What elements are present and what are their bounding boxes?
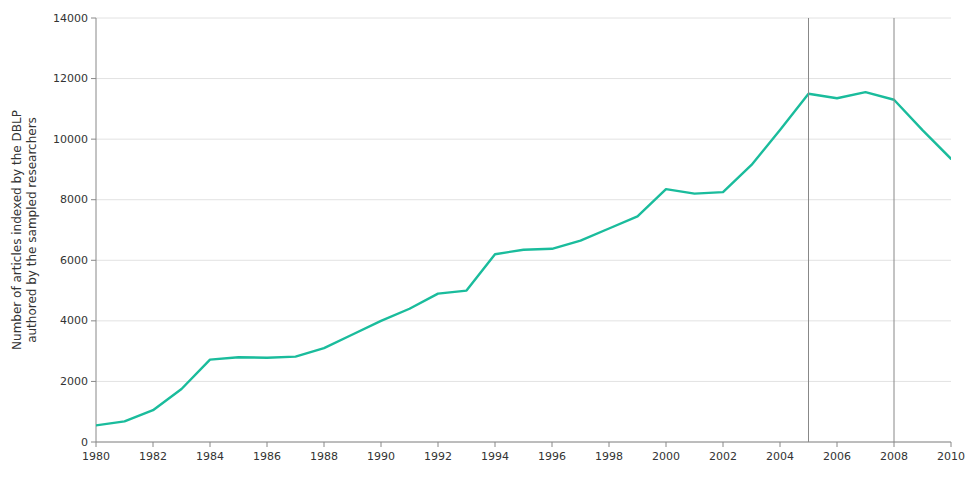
y-tick-label: 0 <box>81 436 88 449</box>
x-tick <box>666 442 667 447</box>
x-tick <box>894 442 895 447</box>
y-tick <box>91 442 96 443</box>
grid-line <box>96 381 951 382</box>
grid-line <box>96 18 951 19</box>
plot-area <box>96 18 951 442</box>
y-tick <box>91 78 96 79</box>
y-tick <box>91 381 96 382</box>
x-tick-label: 2002 <box>709 450 737 463</box>
x-tick-label: 1998 <box>595 450 623 463</box>
y-tick <box>91 260 96 261</box>
x-tick <box>381 442 382 447</box>
y-tick <box>91 320 96 321</box>
x-tick <box>267 442 268 447</box>
x-tick <box>495 442 496 447</box>
y-tick-label: 6000 <box>60 254 88 267</box>
x-axis: 1980 1982 1984 1986 1988 1990 1992 1994 1996 1998… <box>82 442 965 463</box>
y-axis: 0 2000 4000 6000 8000 10000 12000 14000 <box>53 12 96 449</box>
x-tick-label: 2004 <box>766 450 794 463</box>
x-tick <box>324 442 325 447</box>
y-axis-line <box>96 18 97 442</box>
x-tick-label: 1980 <box>82 450 110 463</box>
chart-container: 0 2000 4000 6000 8000 10000 12000 14000 1980 1982… <box>0 0 975 480</box>
x-tick <box>723 442 724 447</box>
grid-line <box>96 139 951 140</box>
x-tick <box>780 442 781 447</box>
x-tick-label: 1986 <box>253 450 281 463</box>
vertical-line <box>808 18 809 442</box>
grid-line <box>96 442 951 443</box>
x-tick <box>609 442 610 447</box>
x-tick-label: 1982 <box>139 450 167 463</box>
x-tick-label: 2006 <box>823 450 851 463</box>
x-tick-label: 1988 <box>310 450 338 463</box>
y-tick <box>91 18 96 19</box>
x-tick-label: 1992 <box>424 450 452 463</box>
y-tick-label: 2000 <box>60 375 88 388</box>
x-tick-label: 1994 <box>481 450 509 463</box>
grid-line <box>96 199 951 200</box>
x-tick <box>96 442 97 447</box>
x-tick-label: 2010 <box>937 450 965 463</box>
x-axis-line <box>96 442 951 443</box>
y-tick-label: 14000 <box>53 12 88 25</box>
x-tick-label: 2000 <box>652 450 680 463</box>
x-tick-label: 1990 <box>367 450 395 463</box>
line <box>96 92 951 425</box>
y-tick-label: 10000 <box>53 133 88 146</box>
y-tick-label: 12000 <box>53 72 88 85</box>
x-tick <box>153 442 154 447</box>
grid-line <box>96 320 951 321</box>
x-tick <box>210 442 211 447</box>
x-tick <box>837 442 838 447</box>
grid-line <box>96 260 951 261</box>
x-tick <box>552 442 553 447</box>
y-axis-label-line: Number of articles indexed by the DBLP <box>10 110 24 350</box>
chart: 0 2000 4000 6000 8000 10000 12000 14000 1980 1982… <box>0 0 975 480</box>
y-axis-label-line: authored by the sampled researchers <box>25 117 39 343</box>
y-tick <box>91 139 96 140</box>
y-tick-label: 8000 <box>60 193 88 206</box>
y-tick <box>91 199 96 200</box>
x-tick <box>951 442 952 447</box>
x-tick-label: 1996 <box>538 450 566 463</box>
y-grid <box>96 18 951 442</box>
y-tick-label: 4000 <box>60 314 88 327</box>
x-tick-label: 2008 <box>880 450 908 463</box>
vertical-line <box>894 18 895 442</box>
x-tick <box>438 442 439 447</box>
x-tick-label: 1984 <box>196 450 224 463</box>
y-axis-label: Number of articles indexed by the DBLPau… <box>10 110 39 350</box>
grid-line <box>96 78 951 79</box>
